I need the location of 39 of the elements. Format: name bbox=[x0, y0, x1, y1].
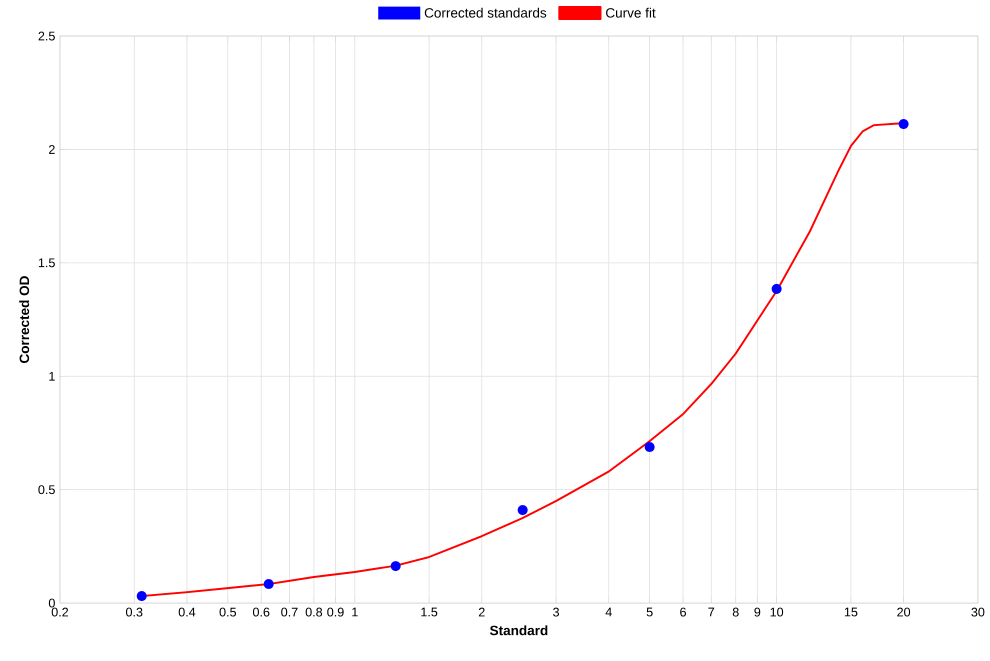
x-tick-label: 15 bbox=[844, 608, 858, 616]
x-tick-label: 6 bbox=[680, 608, 686, 617]
x-tick-label: 5 bbox=[646, 608, 653, 616]
x-tick-label: 4 bbox=[606, 608, 612, 616]
x-tick-label: 7 bbox=[708, 608, 714, 616]
x-tick-label: 0.3 bbox=[126, 608, 142, 617]
x-axis-title: Standard bbox=[490, 625, 548, 636]
x-tick-label: 0.2 bbox=[52, 608, 68, 617]
y-tick-label: 2.5 bbox=[38, 32, 55, 41]
y-tick-label: 0 bbox=[48, 598, 55, 608]
x-tick-label: 3 bbox=[553, 608, 559, 617]
x-tick-label: 1.5 bbox=[421, 608, 438, 616]
legend-label: Corrected standards bbox=[424, 8, 546, 18]
point bbox=[390, 561, 401, 572]
x-tick-label: 0.6 bbox=[252, 608, 270, 617]
x-tick-label: 0.5 bbox=[220, 608, 236, 617]
y-tick-label: 0.5 bbox=[38, 485, 55, 494]
point bbox=[898, 119, 909, 130]
x-tick-label: 1 bbox=[352, 608, 358, 616]
x-tick-label: 0.7 bbox=[281, 608, 298, 617]
point bbox=[136, 591, 147, 602]
x-tick-label: 0.4 bbox=[178, 608, 196, 617]
x-tick-label: 10 bbox=[770, 608, 784, 617]
point bbox=[264, 579, 274, 590]
y-tick-label: 2 bbox=[49, 145, 55, 154]
point bbox=[518, 505, 528, 516]
x-tick-label: 20 bbox=[897, 608, 910, 617]
x-tick-label: 2 bbox=[478, 608, 485, 617]
x-tick-label: 0.8 bbox=[306, 608, 322, 617]
x-tick-label: 0.9 bbox=[327, 608, 344, 617]
point bbox=[772, 284, 782, 294]
x-tick-label: 30 bbox=[971, 608, 984, 617]
x-tick-label: 8 bbox=[732, 608, 739, 617]
y-tick-label: 1 bbox=[49, 372, 55, 381]
x-tick-label: 9 bbox=[754, 608, 760, 617]
legend-label: Curve fit bbox=[606, 8, 656, 18]
y-tick-label: 1.5 bbox=[38, 258, 55, 268]
y-axis-title: Corrected OD bbox=[19, 276, 30, 364]
point bbox=[644, 442, 655, 452]
